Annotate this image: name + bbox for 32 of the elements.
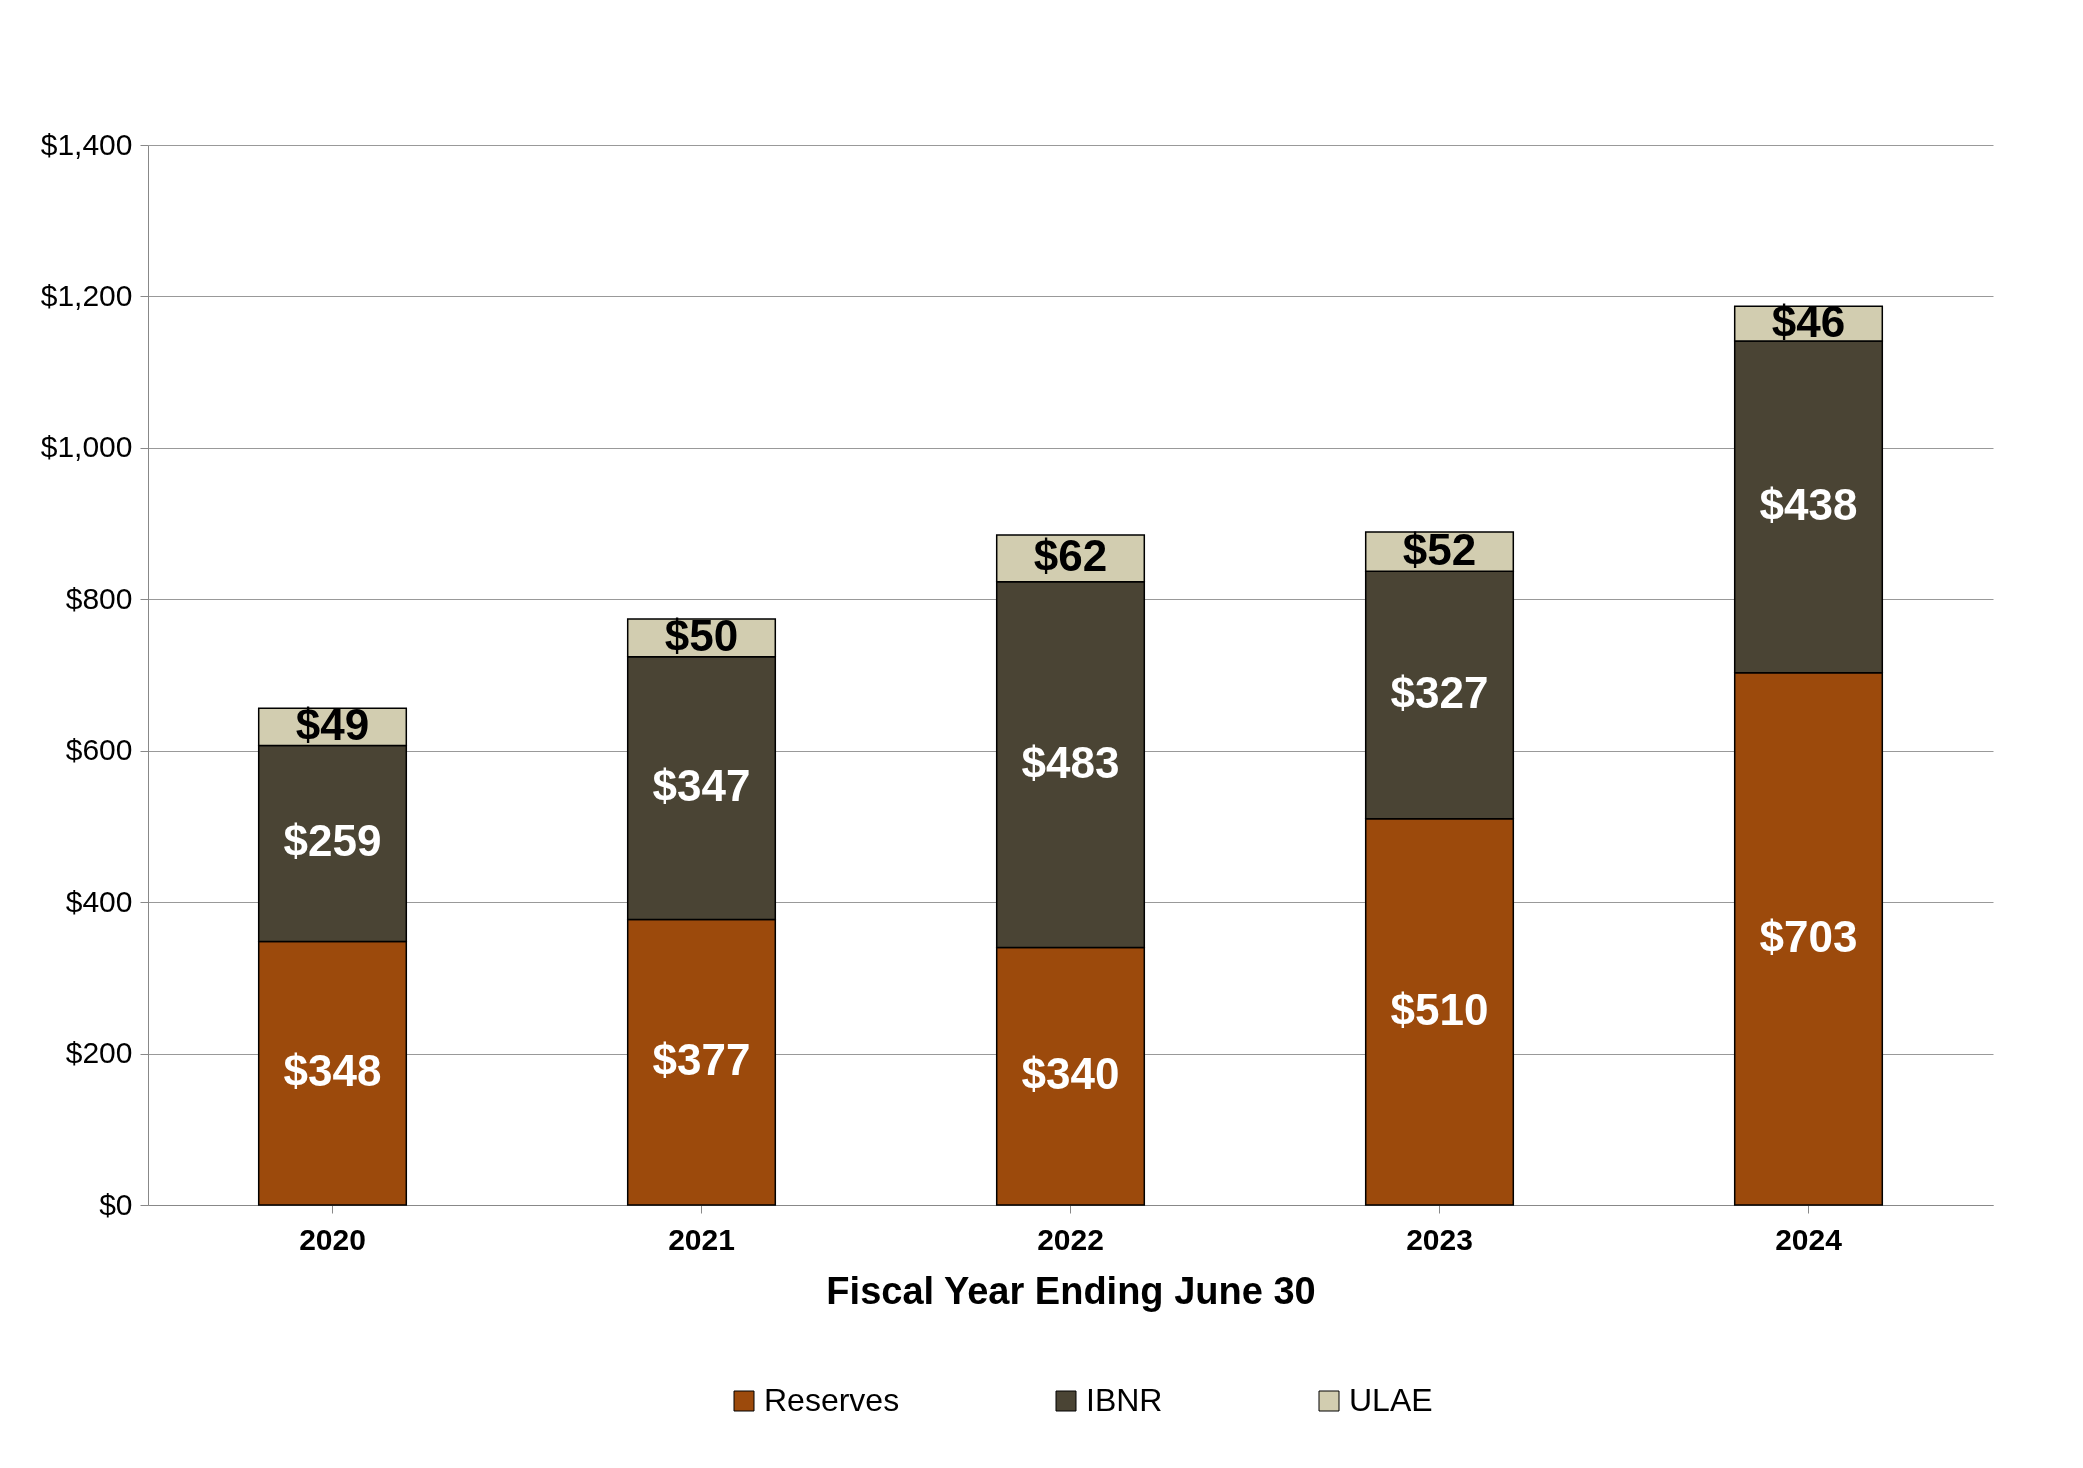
data-label: $377 bbox=[652, 1035, 751, 1085]
data-label: $703 bbox=[1759, 911, 1858, 961]
data-label: $49 bbox=[295, 699, 370, 749]
x-axis-title: Fiscal Year Ending June 30 bbox=[826, 1269, 1316, 1312]
x-tick-label: 2024 bbox=[1775, 1222, 1843, 1256]
legend-label: Reserves bbox=[764, 1382, 900, 1418]
data-label: $52 bbox=[1402, 524, 1477, 574]
data-label: $327 bbox=[1390, 668, 1489, 718]
data-label: $347 bbox=[652, 761, 751, 811]
data-label: $259 bbox=[283, 816, 382, 866]
x-tick-label: 2021 bbox=[668, 1222, 735, 1256]
x-tick-label: 2022 bbox=[1037, 1222, 1104, 1256]
y-tick-label: $0 bbox=[99, 1187, 133, 1221]
data-label: $46 bbox=[1771, 296, 1846, 346]
legend-label: ULAE bbox=[1349, 1382, 1433, 1418]
y-tick-label: $1,000 bbox=[40, 430, 133, 464]
legend-label: IBNR bbox=[1086, 1382, 1163, 1418]
y-tick-label: $1,200 bbox=[40, 278, 133, 312]
data-label: $50 bbox=[664, 610, 739, 660]
data-label: $483 bbox=[1021, 737, 1120, 787]
data-label: $438 bbox=[1759, 479, 1858, 529]
data-label: $62 bbox=[1033, 531, 1108, 581]
y-tick-label: $800 bbox=[65, 581, 133, 615]
y-tick-label: $200 bbox=[65, 1036, 133, 1070]
x-tick-label: 2023 bbox=[1406, 1222, 1473, 1256]
y-tick-label: $400 bbox=[65, 884, 133, 918]
data-label: $510 bbox=[1390, 984, 1489, 1034]
data-label: $348 bbox=[283, 1046, 382, 1096]
y-tick-label: $1,400 bbox=[40, 127, 133, 161]
y-tick-label: $600 bbox=[65, 733, 133, 767]
data-label: $340 bbox=[1021, 1049, 1120, 1099]
x-tick-label: 2020 bbox=[299, 1222, 366, 1256]
